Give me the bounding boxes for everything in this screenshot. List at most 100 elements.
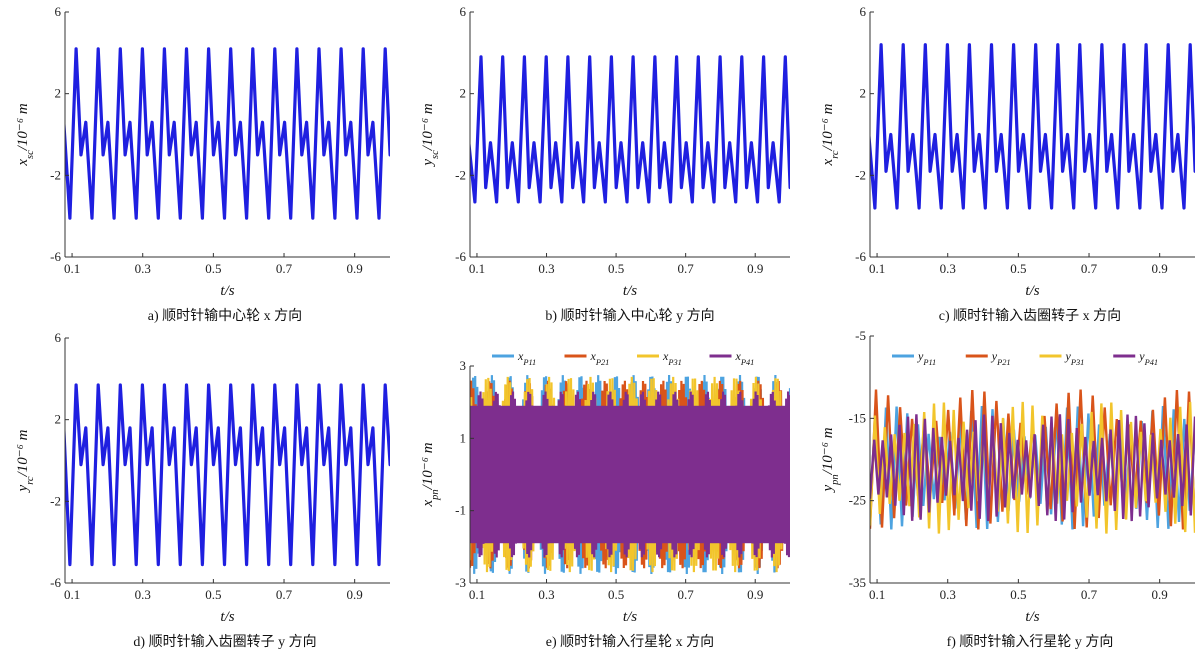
x-tick-label: 0.1 — [64, 261, 80, 276]
y-axis-label-d: yrc/10⁻⁶ m — [15, 429, 36, 493]
legend-label: xP31 — [662, 349, 682, 367]
y-tick-label: -25 — [849, 493, 866, 508]
x-tick-label: 0.1 — [64, 587, 80, 602]
x-tick-label: 0.9 — [1152, 587, 1168, 602]
x-tick-label: 0.5 — [608, 261, 624, 276]
x-tick-label: 0.9 — [1152, 261, 1168, 276]
x-tick-label: 0.1 — [469, 261, 485, 276]
x-tick-label: 0.3 — [135, 261, 151, 276]
y-tick-label: 6 — [55, 4, 62, 19]
y-tick-label: -6 — [50, 249, 61, 264]
series-line-d — [65, 383, 390, 567]
y-tick-label: -2 — [50, 493, 61, 508]
plot-area-b — [470, 55, 790, 204]
x-tick-label: 0.7 — [276, 261, 293, 276]
series-line-y_P31 — [870, 401, 1195, 534]
legend-label: yP31 — [1065, 349, 1085, 367]
chart-panel-e: -3 -1 1 3 0.1 0.3 0.5 0.7 0.9 t/s xpn/10⁻⁶ m e) 顺时针… — [420, 349, 790, 650]
chart-panel-f: -35 -25 -15 -5 0.1 0.3 0.5 0.7 0.9 t/s ypn/10⁻⁶ m f… — [820, 328, 1195, 650]
y-tick-label: 6 — [460, 4, 467, 19]
x-tick-label: 0.1 — [869, 587, 885, 602]
plot-area-f — [870, 389, 1195, 534]
x-tick-label: 0.3 — [940, 587, 956, 602]
y-tick-label: -6 — [855, 249, 866, 264]
x-tick-label: 0.5 — [608, 587, 624, 602]
x-tick-label: 0.9 — [347, 587, 363, 602]
y-tick-label: 2 — [55, 412, 62, 427]
plot-area-d — [65, 383, 390, 567]
x-axis-label-f: t/s — [1025, 609, 1039, 625]
legend-label: xP11 — [517, 349, 536, 367]
series-line-c — [870, 43, 1195, 210]
series-band-x_P41 — [470, 405, 790, 544]
panel-caption-f: f) 顺时针输入行星轮 y 方向 — [947, 634, 1114, 650]
y-axis-label-c: xrc/10⁻⁶ m — [820, 103, 841, 166]
x-tick-label: 0.7 — [276, 587, 293, 602]
plot-area-e — [470, 374, 790, 575]
legend-label: yP21 — [991, 349, 1011, 367]
x-tick-label: 0.9 — [747, 587, 763, 602]
legend-label: yP11 — [917, 349, 936, 367]
y-tick-label: -6 — [50, 575, 61, 590]
y-tick-label: -2 — [855, 167, 866, 182]
y-tick-label: 2 — [460, 86, 467, 101]
y-tick-label: -3 — [455, 575, 466, 590]
series-line-y_P41 — [870, 414, 1195, 522]
x-tick-label: 0.9 — [347, 261, 363, 276]
plot-area-c — [870, 43, 1195, 210]
x-tick-label: 0.9 — [747, 261, 763, 276]
y-tick-label: 2 — [860, 86, 867, 101]
y-tick-label: -2 — [50, 167, 61, 182]
y-axis-label-b: ysc/10⁻⁶ m — [420, 103, 441, 167]
x-axis-label-a: t/s — [220, 283, 234, 299]
x-axis-label-b: t/s — [623, 283, 637, 299]
panel-caption-c: c) 顺时针输入齿圈转子 x 方向 — [939, 308, 1121, 324]
chart-panel-a: -6 -2 2 6 0.1 0.3 0.5 0.7 0.9 t/s xsc/10⁻⁶ m a) 顺时针… — [15, 4, 390, 324]
y-tick-label: 1 — [460, 430, 467, 445]
x-tick-label: 0.7 — [678, 587, 695, 602]
x-tick-label: 0.7 — [1081, 261, 1098, 276]
x-tick-label: 0.3 — [135, 587, 151, 602]
y-tick-label: -15 — [849, 410, 866, 425]
y-axis-label-f: ypn/10⁻⁶ m — [820, 427, 841, 493]
y-tick-label: -35 — [849, 575, 866, 590]
y-tick-label: 6 — [55, 330, 62, 345]
x-tick-label: 0.3 — [940, 261, 956, 276]
y-axis-label-a: xsc/10⁻⁶ m — [15, 103, 36, 166]
x-tick-label: 0.3 — [538, 261, 554, 276]
panel-caption-a: a) 顺时针输中心轮 x 方向 — [148, 308, 302, 324]
x-tick-label: 0.5 — [1010, 261, 1026, 276]
panel-caption-d: d) 顺时针输入齿圈转子 y 方向 — [133, 634, 316, 650]
x-tick-label: 0.7 — [1081, 587, 1098, 602]
legend-label: yP41 — [1138, 349, 1158, 367]
y-tick-label: 2 — [55, 86, 62, 101]
y-tick-label: -1 — [455, 503, 466, 518]
x-axis-label-c: t/s — [1025, 283, 1039, 299]
x-tick-label: 0.3 — [538, 587, 554, 602]
y-tick-label: -6 — [455, 249, 466, 264]
x-tick-label: 0.5 — [205, 587, 221, 602]
x-tick-label: 0.5 — [1010, 587, 1026, 602]
legend-label: xP41 — [735, 349, 755, 367]
y-tick-label: 3 — [460, 358, 467, 373]
legend-label: xP21 — [590, 349, 610, 367]
chart-panel-c: -6 -2 2 6 0.1 0.3 0.5 0.7 0.9 t/s xrc/10⁻⁶ m c) 顺时针… — [820, 4, 1195, 324]
y-tick-label: 6 — [860, 4, 867, 19]
series-line-b — [470, 55, 790, 204]
x-axis-label-d: t/s — [220, 609, 234, 625]
x-tick-label: 0.1 — [469, 587, 485, 602]
chart-panel-d: -6 -2 2 6 0.1 0.3 0.5 0.7 0.9 t/s yrc/10⁻⁶ m d) 顺时针… — [15, 330, 390, 650]
chart-panel-b: -6 -2 2 6 0.1 0.3 0.5 0.7 0.9 t/s ysc/10⁻⁶ m b) 顺时针… — [420, 4, 790, 324]
plot-area-a — [65, 47, 390, 220]
y-axis-label-e: xpn/10⁻⁶ m — [420, 442, 441, 507]
y-tick-label: -2 — [455, 167, 466, 182]
x-tick-label: 0.1 — [869, 261, 885, 276]
x-axis-label-e: t/s — [623, 609, 637, 625]
panel-caption-b: b) 顺时针输入中心轮 y 方向 — [545, 308, 714, 324]
x-tick-label: 0.5 — [205, 261, 221, 276]
y-tick-label: -5 — [855, 328, 866, 343]
series-line-a — [65, 47, 390, 220]
x-tick-label: 0.7 — [678, 261, 695, 276]
panel-caption-e: e) 顺时针输入行星轮 x 方向 — [546, 634, 714, 650]
